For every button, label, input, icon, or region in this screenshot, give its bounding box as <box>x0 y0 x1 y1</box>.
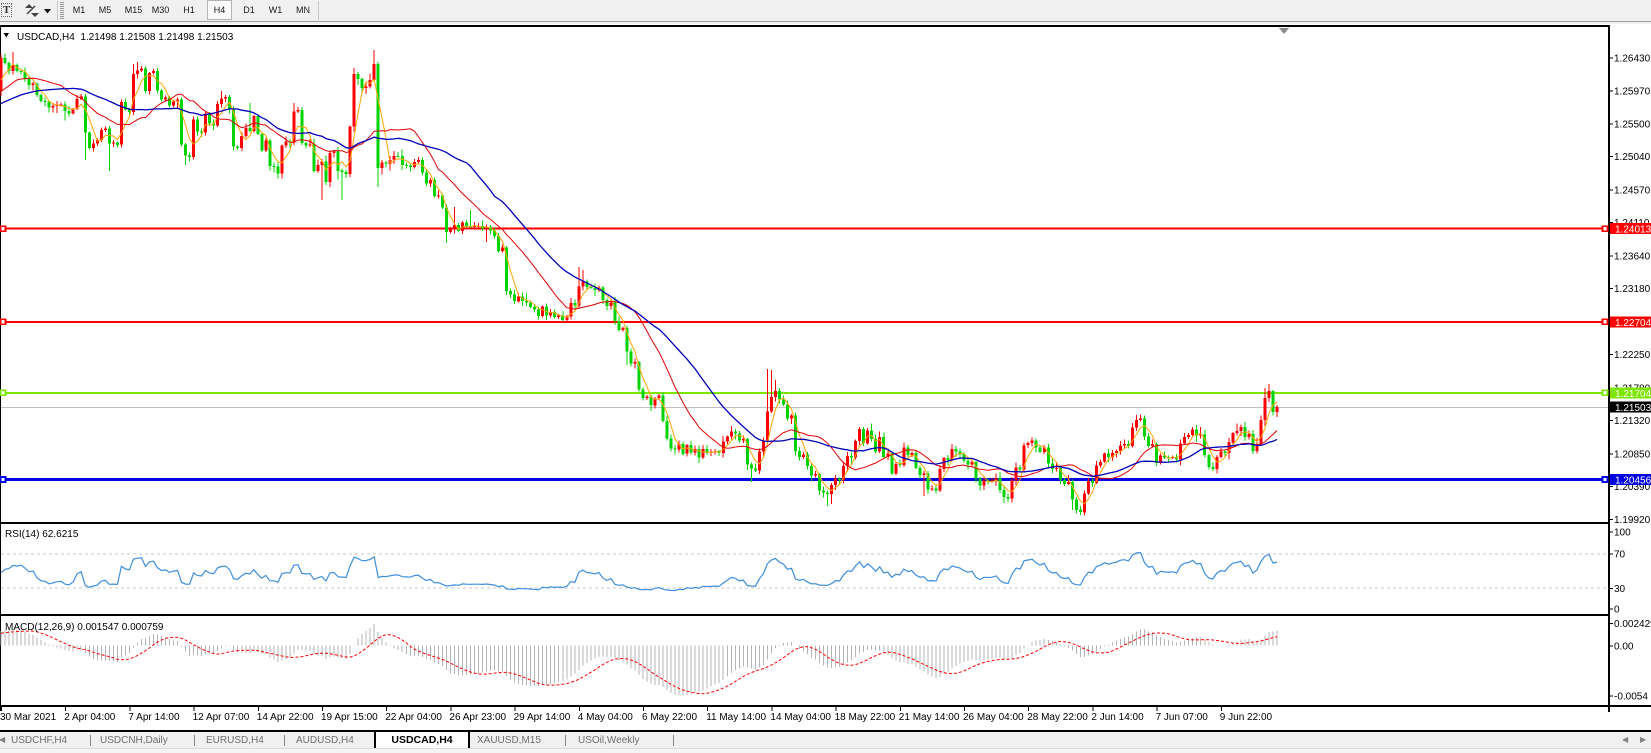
svg-text:30 Mar 2021: 30 Mar 2021 <box>0 712 57 723</box>
svg-text:9 Jun 22:00: 9 Jun 22:00 <box>1220 712 1273 723</box>
svg-text:1.24570: 1.24570 <box>1614 186 1651 197</box>
svg-text:MACD(12,26,9) 0.001547 0.00075: MACD(12,26,9) 0.001547 0.000759 <box>5 622 164 633</box>
svg-text:0.00: 0.00 <box>1614 641 1634 652</box>
svg-text:14 Apr 22:00: 14 Apr 22:00 <box>257 712 314 723</box>
svg-text:1.23640: 1.23640 <box>1614 252 1651 263</box>
svg-text:28 May 22:00: 28 May 22:00 <box>1027 712 1088 723</box>
svg-text:21 May 14:00: 21 May 14:00 <box>899 712 960 723</box>
svg-text:26 Apr 23:00: 26 Apr 23:00 <box>449 712 506 723</box>
svg-text:30: 30 <box>1614 584 1626 595</box>
svg-text:70: 70 <box>1614 550 1626 561</box>
svg-text:1.23180: 1.23180 <box>1614 284 1651 295</box>
svg-text:26 May 04:00: 26 May 04:00 <box>963 712 1024 723</box>
svg-text:1.26430: 1.26430 <box>1614 54 1651 65</box>
svg-text:0: 0 <box>1614 605 1620 616</box>
svg-text:11 May 14:00: 11 May 14:00 <box>706 712 766 723</box>
svg-text:1.24013: 1.24013 <box>1615 225 1651 236</box>
svg-text:1.21503: 1.21503 <box>1615 403 1651 414</box>
svg-text:1.20390: 1.20390 <box>1614 482 1651 493</box>
svg-text:22 Apr 04:00: 22 Apr 04:00 <box>385 712 442 723</box>
svg-text:1.22704: 1.22704 <box>1615 318 1651 329</box>
svg-text:1.20456: 1.20456 <box>1615 476 1651 487</box>
svg-text:RSI(14) 62.6215: RSI(14) 62.6215 <box>5 529 79 540</box>
svg-text:1.22250: 1.22250 <box>1614 350 1651 361</box>
svg-text:-0.0054: -0.0054 <box>1614 692 1648 703</box>
svg-text:14 May 04:00: 14 May 04:00 <box>770 712 831 723</box>
svg-text:1.25040: 1.25040 <box>1614 152 1651 163</box>
svg-text:USDCAD,H4 1.21498 1.21508 1.2: USDCAD,H4 1.21498 1.21508 1.21498 1.2150… <box>17 32 234 43</box>
svg-text:0.002429: 0.002429 <box>1614 619 1651 630</box>
svg-text:4 May 04:00: 4 May 04:00 <box>578 712 633 723</box>
svg-text:7 Apr 14:00: 7 Apr 14:00 <box>128 712 180 723</box>
svg-text:12 Apr 07:00: 12 Apr 07:00 <box>193 712 250 723</box>
svg-text:1.21704: 1.21704 <box>1615 389 1651 400</box>
svg-text:1.19920: 1.19920 <box>1614 515 1651 526</box>
svg-text:19 Apr 15:00: 19 Apr 15:00 <box>321 712 378 723</box>
svg-text:1.25500: 1.25500 <box>1614 120 1651 131</box>
svg-text:29 Apr 14:00: 29 Apr 14:00 <box>514 712 571 723</box>
svg-text:2 Apr 04:00: 2 Apr 04:00 <box>64 712 116 723</box>
svg-text:1.21320: 1.21320 <box>1614 416 1651 427</box>
svg-text:2 Jun 14:00: 2 Jun 14:00 <box>1091 712 1144 723</box>
svg-text:18 May 22:00: 18 May 22:00 <box>835 712 896 723</box>
svg-text:1.25970: 1.25970 <box>1614 86 1651 97</box>
svg-text:100: 100 <box>1614 528 1631 539</box>
svg-text:6 May 22:00: 6 May 22:00 <box>642 712 697 723</box>
svg-text:1.20850: 1.20850 <box>1614 449 1651 460</box>
svg-text:7 Jun 07:00: 7 Jun 07:00 <box>1156 712 1209 723</box>
